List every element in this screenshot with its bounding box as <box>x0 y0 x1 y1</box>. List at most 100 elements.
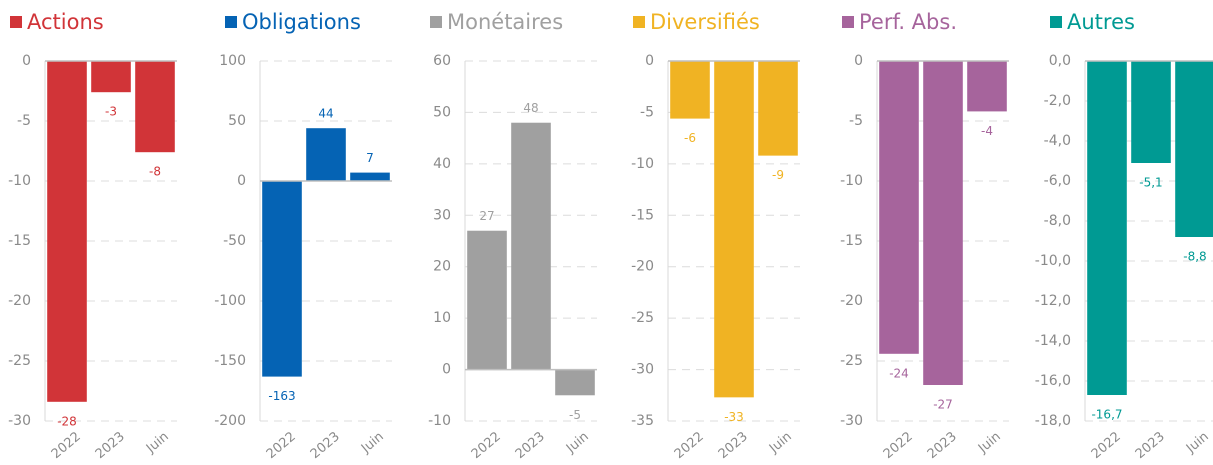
x-tick-label: 2023 <box>308 429 343 462</box>
y-tick-label: 30 <box>433 207 451 223</box>
x-tick-label: 2022 <box>469 429 504 462</box>
x-tick-label: 2023 <box>925 429 960 462</box>
y-tick-label: 0 <box>645 53 654 69</box>
y-tick-label: -30 <box>840 413 863 429</box>
legend-swatch <box>842 16 854 28</box>
y-tick-label: -25 <box>840 353 863 369</box>
chart-title: Obligations <box>242 10 361 34</box>
x-tick-label: 2023 <box>1133 429 1168 462</box>
y-tick-label: -10 <box>631 156 654 172</box>
x-tick-label: Juin <box>1183 429 1212 457</box>
data-label: -3 <box>105 105 117 119</box>
bar <box>967 61 1007 112</box>
bar <box>262 181 302 377</box>
y-tick-label: -10 <box>8 173 31 189</box>
y-tick-label: -30 <box>8 413 31 429</box>
y-tick-label: 60 <box>433 53 451 69</box>
y-tick-label: -8,0 <box>1044 213 1071 229</box>
chart-title: Actions <box>27 10 104 34</box>
x-tick-label: Juin <box>766 429 795 457</box>
y-tick-label: -15 <box>840 233 863 249</box>
y-tick-label: -2,0 <box>1044 93 1071 109</box>
y-tick-label: -15 <box>631 207 654 223</box>
y-tick-label: 40 <box>433 156 451 172</box>
y-tick-label: -10 <box>428 413 451 429</box>
x-tick-label: Juin <box>358 429 387 457</box>
data-label: -27 <box>933 398 953 412</box>
bar <box>1175 61 1213 237</box>
y-tick-label: -4,0 <box>1044 133 1071 149</box>
data-label: -33 <box>724 410 744 424</box>
data-label: -28 <box>57 414 77 428</box>
data-label: -8,8 <box>1183 250 1206 264</box>
x-tick-label: 2022 <box>1089 429 1124 462</box>
y-tick-label: -15 <box>8 233 31 249</box>
y-tick-label: -30 <box>631 362 654 378</box>
x-tick-label: 2022 <box>881 429 916 462</box>
bar <box>555 369 595 396</box>
y-tick-label: -10 <box>840 173 863 189</box>
bar <box>1131 61 1171 163</box>
data-label: -163 <box>268 389 295 403</box>
chart-title: Perf. Abs. <box>859 10 957 34</box>
bar <box>467 230 507 370</box>
data-label: -5,1 <box>1139 176 1162 190</box>
legend-swatch <box>430 16 442 28</box>
data-label: 7 <box>366 151 374 165</box>
y-tick-label: -5 <box>17 113 31 129</box>
y-tick-label: -20 <box>840 293 863 309</box>
y-tick-label: -200 <box>214 413 246 429</box>
legend-swatch <box>225 16 237 28</box>
x-tick-label: Juin <box>143 429 172 457</box>
y-tick-label: 50 <box>228 113 246 129</box>
chart-title: Monétaires <box>447 10 563 34</box>
data-label: -8 <box>149 165 161 179</box>
y-tick-label: -16,0 <box>1035 373 1071 389</box>
bar <box>879 61 919 354</box>
bar <box>670 61 710 119</box>
y-tick-label: -14,0 <box>1035 333 1071 349</box>
chart-title: Autres <box>1067 10 1135 34</box>
bar <box>350 172 390 181</box>
y-tick-label: 20 <box>433 259 451 275</box>
y-tick-label: 0 <box>237 173 246 189</box>
data-label: 44 <box>318 107 333 121</box>
data-label: 48 <box>523 101 538 115</box>
bar <box>714 61 754 398</box>
data-label: -24 <box>889 366 909 380</box>
y-tick-label: 10 <box>433 310 451 326</box>
x-tick-label: Juin <box>975 429 1004 457</box>
bar <box>135 61 175 153</box>
y-tick-label: -35 <box>631 413 654 429</box>
y-tick-label: -5 <box>849 113 863 129</box>
legend-swatch <box>1050 16 1062 28</box>
y-tick-label: -25 <box>8 353 31 369</box>
y-tick-label: -150 <box>214 353 246 369</box>
x-tick-label: 2022 <box>264 429 299 462</box>
x-tick-label: Juin <box>563 429 592 457</box>
bar <box>511 122 551 370</box>
y-tick-label: -12,0 <box>1035 293 1071 309</box>
bar <box>91 61 131 93</box>
bar <box>47 61 87 402</box>
y-tick-label: 50 <box>433 104 451 120</box>
y-tick-label: -18,0 <box>1035 413 1071 429</box>
bar <box>306 128 346 181</box>
legend-swatch <box>10 16 22 28</box>
data-label: -16,7 <box>1091 408 1122 422</box>
y-tick-label: 0 <box>22 53 31 69</box>
x-tick-label: 2023 <box>513 429 548 462</box>
bar <box>758 61 798 156</box>
x-tick-label: 2022 <box>49 429 84 462</box>
y-tick-label: 100 <box>219 53 246 69</box>
data-label: -9 <box>772 168 784 182</box>
y-tick-label: -25 <box>631 310 654 326</box>
y-tick-label: -6,0 <box>1044 173 1071 189</box>
y-tick-label: 0 <box>442 362 451 378</box>
data-label: -4 <box>981 124 993 138</box>
y-tick-label: -100 <box>214 293 246 309</box>
chart-title: Diversifiés <box>650 10 760 34</box>
bar <box>1087 61 1127 395</box>
data-label: 27 <box>479 209 494 223</box>
